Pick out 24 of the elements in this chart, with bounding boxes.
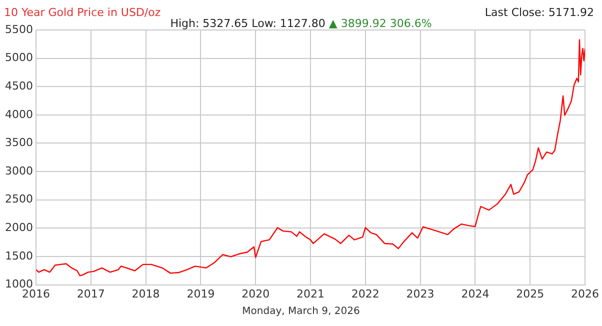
x-tick-label: 2019	[186, 287, 215, 300]
y-tick-label: 2000	[4, 221, 33, 234]
text: Monday, March 9, 2026	[241, 306, 361, 317]
y-tick-label: 3500	[4, 136, 33, 150]
x-tick-label: 2023	[406, 287, 434, 300]
x-tick-label: 2017	[76, 287, 105, 300]
y-tick-label: 1500	[4, 249, 33, 262]
y-tick-label: 3000	[4, 164, 33, 178]
y-tick-label: 5000	[4, 51, 33, 64]
x-tick-label: 2021	[296, 287, 324, 300]
x-tick-label: 2026	[571, 287, 600, 300]
y-tick-label: 2500	[4, 192, 33, 206]
y-tick-label: 4000	[4, 108, 33, 121]
x-tick-label: 2024	[461, 287, 490, 300]
x-tick-label: 2018	[132, 287, 160, 300]
x-tick-label: 2020	[242, 287, 270, 300]
x-tick-label: 2025	[516, 287, 544, 300]
chart-title: 10 Year Gold Price in USD/oz	[4, 6, 161, 19]
annotation: ▲ 3899.92 306.6%	[328, 17, 432, 30]
y-tick-label: 4500	[4, 79, 33, 92]
y-tick-label: 5500	[4, 22, 33, 36]
text: Last Close: 5171.92	[484, 6, 594, 19]
x-tick-label: 2022	[351, 287, 380, 300]
chart-subtitle: High: 5327.65 Low: 1127.80	[170, 17, 326, 30]
